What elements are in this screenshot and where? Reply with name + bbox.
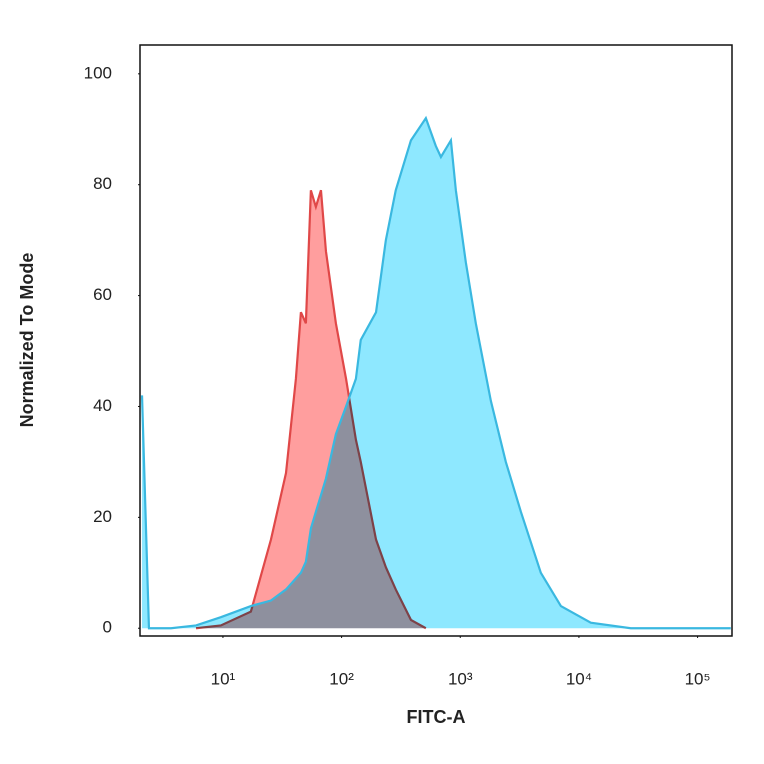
y-tick-label: 60	[93, 285, 112, 304]
y-tick-label: 0	[103, 618, 112, 637]
x-axis-label: FITC-A	[407, 707, 466, 727]
x-tick-label: 10³	[448, 669, 473, 688]
x-tick-label: 10⁴	[566, 669, 592, 688]
histogram-outline	[140, 115, 731, 630]
x-tick-label: 10²	[329, 669, 354, 688]
x-tick-label: 10¹	[211, 669, 236, 688]
y-tick-label: 40	[93, 396, 112, 415]
y-axis-label: Normalized To Mode	[17, 253, 37, 428]
histogram-area	[142, 118, 731, 629]
y-tick-label: 100	[84, 63, 112, 82]
plot-frame	[139, 44, 733, 637]
y-tick-label: 20	[93, 507, 112, 526]
plot-area	[140, 115, 731, 630]
x-tick-label: 10⁵	[685, 669, 711, 688]
y-tick-label: 80	[93, 174, 112, 193]
